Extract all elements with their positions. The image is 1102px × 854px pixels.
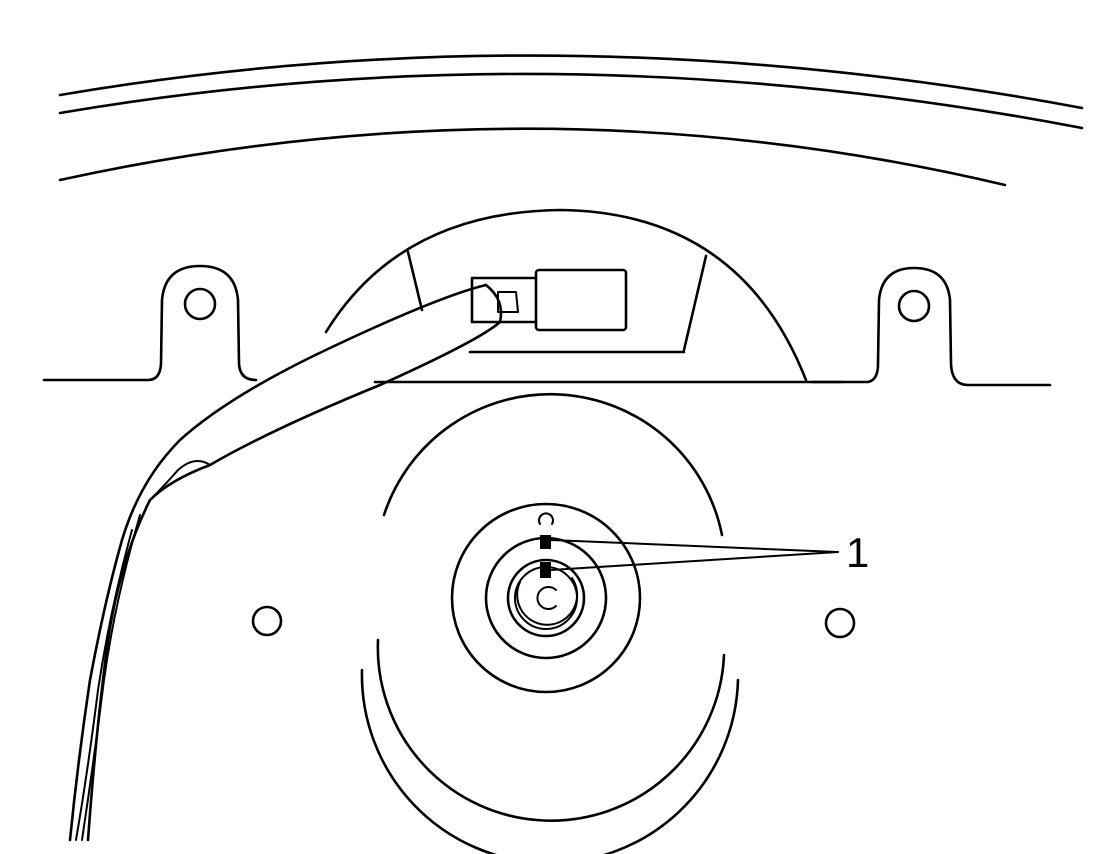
alignment-mark-lower [540,562,551,578]
mounting-plate [42,264,1052,387]
plate-outline-right [810,266,1052,387]
middle-ring [450,502,642,694]
callout-label: 1 [846,529,869,576]
mounting-hole-right [897,289,931,323]
cable-strand-2 [75,529,133,841]
connector-socket [470,276,538,324]
rotor-assembly [360,392,740,854]
small-loop-mark [538,512,554,525]
rim-line-middle [58,72,1084,130]
connector-pin [497,291,519,313]
rim-line-inner [58,127,1007,187]
outer-ring-upper-arc [382,392,724,537]
housing-dome [324,208,808,382]
leader-line-upper [550,539,839,553]
housing-slot-left-edge [406,250,424,312]
side-hole-left [251,605,283,637]
callout-1: 1 [550,529,869,576]
side-hole-right [824,607,856,639]
alignment-mark-upper [540,535,551,549]
cable-sheath-line [149,460,211,501]
cable-lower-edge [86,320,502,842]
cable-end [484,283,503,324]
leader-line-lower [550,551,839,571]
rim-line-outer [58,54,1084,110]
connector-plug [534,268,628,332]
outer-ring-lower-arc-2 [360,668,740,854]
connector-housing [324,208,808,382]
outer-ring-lower-arc-1 [376,638,726,822]
hub-c-clip [516,577,579,626]
plate-outline-left [42,264,258,382]
cable-upper-edge [68,283,488,842]
cable-strand-1 [81,514,141,841]
hub-ring-outer [506,558,586,638]
inner-ring [484,536,608,660]
housing-slot-right-edge [682,254,708,352]
wire-harness [68,283,503,842]
mounting-hole-left [183,287,217,321]
outer-rim [58,54,1084,187]
shaft-end-c [536,586,557,610]
